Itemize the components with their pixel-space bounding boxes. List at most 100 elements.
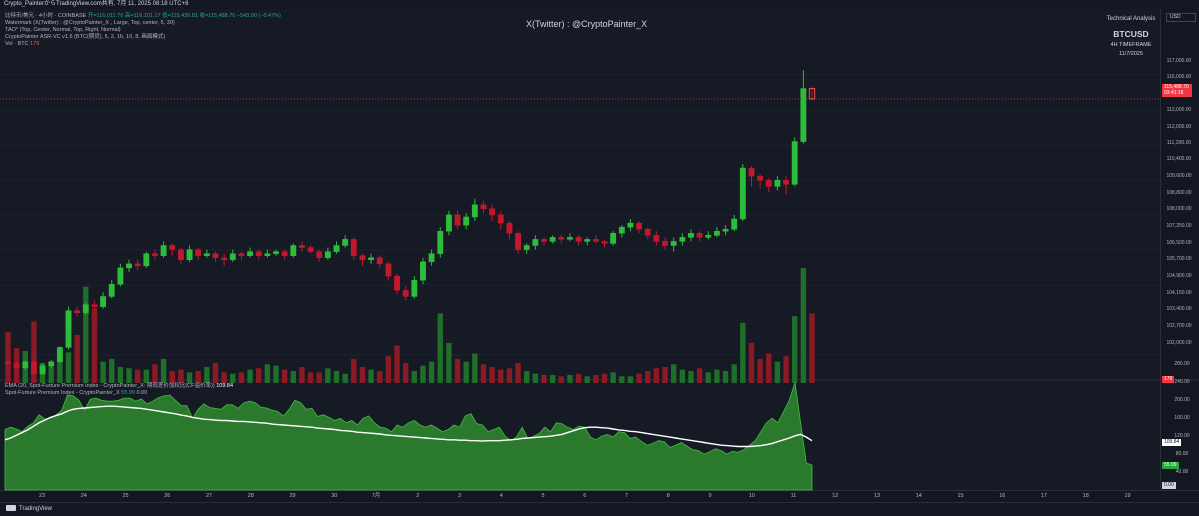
volume-badge: 179 xyxy=(1162,376,1175,383)
legend-tao: TAO* (Top, Center, Normal, Top, Right, N… xyxy=(5,27,121,33)
candle-body xyxy=(186,249,193,261)
volume-bar xyxy=(498,369,504,383)
candle-body xyxy=(532,239,539,246)
volume-bar xyxy=(549,374,556,383)
volume-bar xyxy=(800,268,807,383)
time-label: 14 xyxy=(915,493,922,499)
share-title: Crypto_PainterからTradingView.com共有, 7月 11… xyxy=(4,1,189,7)
price-tick: 116,000.00 xyxy=(1166,74,1192,80)
volume-bar xyxy=(714,369,720,383)
volume-bar xyxy=(290,370,296,383)
candle-body xyxy=(497,214,504,224)
price-tick: 108,000.00 xyxy=(1166,206,1192,212)
volume-bar xyxy=(411,370,418,383)
volume-bar xyxy=(420,365,426,383)
time-label: 24 xyxy=(80,493,87,499)
candle-body xyxy=(774,180,781,187)
legend-symbol-line: 比特币/美元 · 4小时 · COINBASE 开=116,011.70 高=1… xyxy=(5,13,281,20)
candle-body xyxy=(610,233,617,244)
index-legend-value: 55.99 xyxy=(121,390,135,396)
volume-bar xyxy=(480,364,487,383)
candle-body xyxy=(281,251,288,256)
candle-body xyxy=(255,251,262,256)
volume-bar xyxy=(204,366,210,383)
candle-body xyxy=(437,230,444,254)
volume-bar xyxy=(532,373,539,383)
volume-bar xyxy=(281,369,288,383)
time-label: 2 xyxy=(416,493,420,499)
candle-body xyxy=(368,257,375,261)
candle-body xyxy=(618,226,625,234)
candle-body xyxy=(445,214,452,232)
time-label: 18 xyxy=(1082,493,1089,499)
price-tick: 117,000.00 xyxy=(1166,58,1192,64)
candle-body xyxy=(203,253,210,256)
ta-timeframe: 4H TIMEFRAME xyxy=(1110,42,1152,48)
candle-body xyxy=(152,253,158,256)
indicator-tick: 40.00 xyxy=(1175,469,1189,476)
indicator-tick: 240.00 xyxy=(1174,379,1190,386)
volume-bar xyxy=(195,370,201,383)
candle-body xyxy=(800,88,807,142)
tradingview-logo[interactable]: TradingView xyxy=(6,505,52,513)
legend-volume: Vol · BTC 179 xyxy=(5,41,281,48)
time-label: 13 xyxy=(873,493,881,499)
volume-bar xyxy=(264,364,271,383)
volume-bar xyxy=(143,369,150,383)
candle-body xyxy=(644,228,651,236)
volume-bar xyxy=(212,362,219,383)
volume-bar xyxy=(792,316,798,383)
candle-body xyxy=(627,222,634,228)
volume-bar xyxy=(333,370,340,383)
volume-bar xyxy=(705,372,711,383)
volume-bar xyxy=(428,361,435,383)
volume-bar xyxy=(636,373,642,383)
volume-bar xyxy=(83,286,89,383)
price-tick: 106,500.00 xyxy=(1166,240,1192,246)
candle-body xyxy=(636,222,643,230)
candle-body xyxy=(5,361,11,364)
time-label: 16 xyxy=(999,493,1006,499)
price-tick: 105,700.00 xyxy=(1166,256,1192,262)
candle-body xyxy=(748,167,755,177)
time-label: 7 xyxy=(624,493,629,499)
volume-bar xyxy=(299,366,305,383)
time-label: 11 xyxy=(790,493,797,499)
candle-body xyxy=(221,257,228,261)
volume-bar xyxy=(221,372,227,383)
volume-bar xyxy=(740,322,746,383)
candle-body xyxy=(515,233,521,250)
volume-bar xyxy=(601,373,608,383)
price-tick: 104,900.00 xyxy=(1166,273,1192,279)
volume-bar xyxy=(731,364,737,383)
candle-body xyxy=(757,175,764,181)
time-label: 9 xyxy=(708,493,712,499)
time-axis[interactable] xyxy=(0,490,1199,502)
candle-body xyxy=(385,263,392,277)
candle-body xyxy=(160,245,167,256)
time-label: 5 xyxy=(541,493,545,499)
legend-symbol: 比特币/美元 · 4小时 · COINBASE xyxy=(5,13,87,19)
time-label: 3 xyxy=(457,493,462,499)
volume-bar xyxy=(446,342,452,383)
candle-body xyxy=(238,253,245,256)
volume-bar xyxy=(117,366,124,383)
candle-body xyxy=(592,239,599,242)
index-legend-label: Spot-Furture Premium Index - CryptoPaint… xyxy=(5,390,120,396)
volume-bar xyxy=(679,369,686,383)
volume-bar xyxy=(774,361,781,383)
candle-body xyxy=(783,180,789,185)
volume-bar xyxy=(230,373,236,383)
candle-body xyxy=(229,253,236,261)
candle-body xyxy=(290,245,297,256)
candle-body xyxy=(411,279,418,297)
currency-button[interactable]: USD xyxy=(1166,13,1196,22)
candle-body xyxy=(247,251,253,256)
volume-bar xyxy=(74,334,80,383)
volume-bar xyxy=(489,366,495,383)
volume-bar xyxy=(377,370,383,383)
time-label: 25 xyxy=(122,493,129,499)
zero-badge: 0.00 xyxy=(1162,482,1176,489)
ema-badge: 109.84 xyxy=(1162,439,1182,446)
candle-body xyxy=(273,251,279,254)
